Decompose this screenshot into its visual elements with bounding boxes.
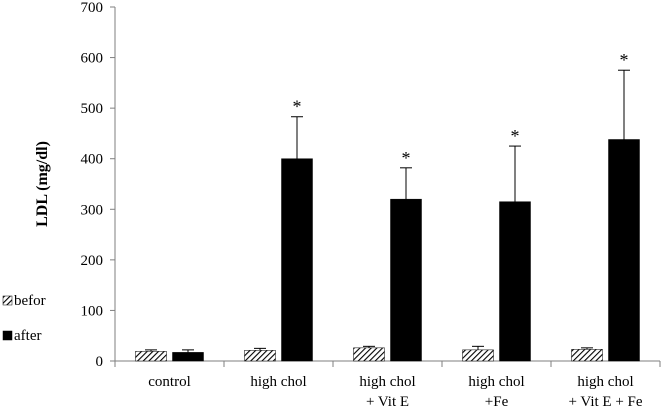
bar-after-3	[499, 201, 531, 362]
significance-marker-1: *	[293, 97, 302, 117]
y-tick-label: 500	[81, 101, 104, 117]
legend-swatch-befor	[2, 295, 13, 306]
chart-axes	[110, 6, 661, 367]
x-category-label: control	[148, 374, 191, 390]
significance-marker-4: *	[620, 50, 629, 70]
bar-befor-0	[135, 351, 167, 362]
significance-marker-3: *	[511, 126, 520, 146]
y-tick-label: 600	[81, 51, 104, 67]
x-category-label: + Vit E + Fe	[568, 394, 642, 410]
y-tick-label: 0	[96, 354, 104, 370]
x-category-label: high chol	[359, 374, 415, 390]
bar-befor-1	[244, 350, 276, 362]
bar-after-4	[608, 139, 640, 362]
y-tick-label: 700	[81, 0, 104, 16]
bar-befor-2	[353, 347, 385, 362]
bar-after-1	[281, 158, 313, 362]
significance-marker-2: *	[402, 148, 411, 168]
x-category-label: + Vit E	[366, 394, 409, 410]
bar-after-2	[390, 198, 422, 362]
legend-label-befor: befor	[14, 293, 46, 309]
y-axis-title: LDL (mg/dl)	[34, 141, 51, 227]
legend-swatch-after	[2, 330, 13, 341]
chart-bars	[135, 69, 640, 362]
chart-legend: befor after	[2, 293, 46, 344]
y-tick-label: 200	[81, 253, 104, 269]
y-tick-label: 100	[81, 303, 104, 319]
y-tick-label: 300	[81, 202, 104, 218]
legend-label-after: after	[14, 328, 41, 344]
x-category-label: high chol	[250, 374, 306, 390]
bar-after-0	[172, 352, 204, 362]
x-category-label: high chol	[468, 374, 524, 390]
x-category-label: high chol	[577, 374, 633, 390]
chart-labels: 0 100 200 300 400 500 600 700 LDL (mg/dl) control…	[34, 0, 643, 410]
y-tick-label: 400	[81, 152, 104, 168]
x-category-label: +Fe	[485, 394, 509, 410]
bar-befor-4	[571, 349, 603, 362]
bar-befor-3	[462, 349, 494, 362]
